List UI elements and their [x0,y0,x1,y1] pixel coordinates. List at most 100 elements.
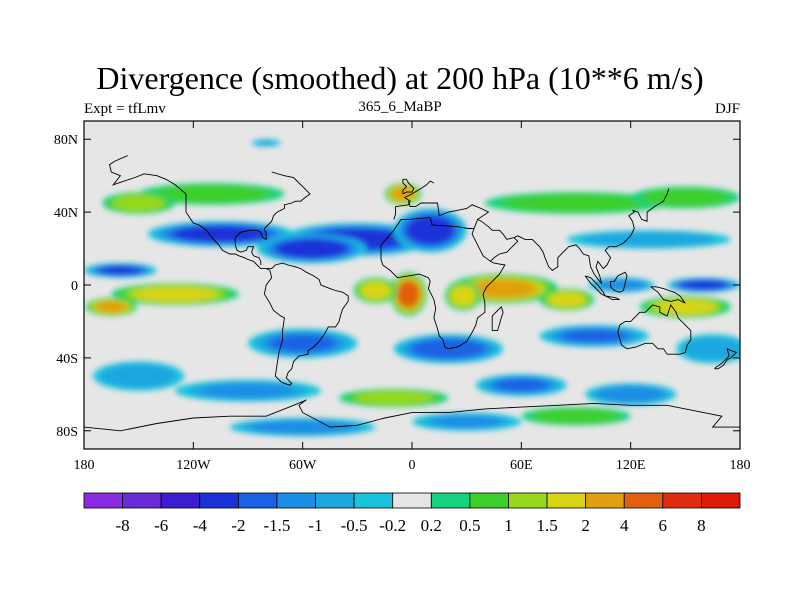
field-contour [602,280,641,290]
coastline [650,286,686,304]
colorbar-label: -0.2 [379,516,406,535]
x-tick-label: 120W [176,458,211,473]
colorbar-label: 2 [581,516,590,535]
field-contour [201,383,295,398]
chart-title: Divergence (smoothed) at 200 hPa (10**6 … [96,60,704,96]
coastline [714,347,738,370]
field-contour [363,283,388,298]
colorbar-swatch [276,492,316,509]
coastline [604,295,620,301]
coastline [108,155,267,270]
field-contour [97,302,126,312]
field-contour [410,218,450,243]
colorbar-swatch [353,492,394,509]
colorbar-label: 6 [659,516,668,535]
colorbar-swatch [701,492,741,509]
field-contour [494,378,549,392]
y-tick-label: 40N [54,206,78,221]
axis-ticks: 180 120W 60W 0 60E 120E 180 80N 40N 0 40S 80S [54,121,751,473]
y-tick-label: 0 [71,279,78,294]
colorbar-label: -4 [193,516,208,535]
coastline [234,237,262,265]
field-contour [255,140,277,146]
field-contour [165,187,258,201]
field-contour [117,196,161,210]
colorbar-label: 8 [697,516,706,535]
colorbar-label: -1.5 [263,516,290,535]
colorbar-swatch [662,492,702,509]
field-contour [603,387,658,401]
field-contour [562,329,627,343]
colorbar-swatch [315,492,355,509]
y-tick-label: 80N [54,133,78,148]
colorbar-swatch [585,492,625,509]
x-tick-label: 120E [616,458,646,473]
coastline [617,304,692,355]
x-tick-label: 60W [289,458,317,473]
x-tick-label: 0 [409,458,416,473]
field-contour [597,233,701,246]
coastline [491,306,504,332]
colorbar-swatch [392,492,432,509]
field-contour [361,392,426,404]
field-contour [541,410,611,423]
colorbar-label: -1 [308,516,322,535]
colorbar-label: 0.5 [459,516,480,535]
coastlines [84,155,740,432]
coastline [393,180,435,220]
y-tick-label: 80S [56,425,78,440]
colorbar-label: 1 [504,516,513,535]
x-tick-label: 180 [74,458,95,473]
coastline [477,218,519,262]
coastline [263,262,349,386]
y-tick-label: 40S [56,352,78,367]
field-contour [100,266,141,275]
x-tick-label: 60E [510,458,533,473]
coastline [380,201,506,350]
colorbar-swatch [160,492,201,509]
field-contour [473,280,533,297]
field-contour [398,282,418,306]
colorbar-swatch [237,492,278,509]
divergence-field [84,139,740,437]
colorbar-label: -2 [231,516,245,535]
field-contour [282,240,342,257]
field-contour [518,196,634,210]
field-contour [659,300,711,313]
field-contour [551,293,583,306]
field-contour [683,281,724,289]
field-contour [650,190,720,205]
colorbar-swatch [430,492,471,509]
colorbar-label: 0.2 [421,516,442,535]
field-contour [270,334,335,352]
colorbar-label: -0.5 [341,516,368,535]
field-contour [452,287,474,305]
field-contour [432,415,502,428]
colorbar-swatch [469,492,509,509]
coastline [610,271,628,293]
experiment-label: Expt = tfLmv [84,101,166,117]
colorbar-swatch [199,492,239,509]
colorbar-swatch [508,492,548,509]
colorbar-swatch [546,492,587,509]
coastline [513,188,670,285]
colorbar: -8 -6 -4 -2 -1.5 -1 -0.5 -0.2 0.2 0.5 1 1.5 2 4 6 8 [83,492,741,535]
x-tick-label: 180 [730,458,751,473]
colorbar-label: 1.5 [536,516,557,535]
field-contour [139,288,211,301]
field-contour [689,339,736,358]
colorbar-swatch [122,492,162,509]
colorbar-swatch [623,492,664,509]
coastline [234,171,311,241]
coastline [402,178,415,195]
colorbar-label: -6 [154,516,168,535]
colorbar-label: 4 [620,516,629,535]
period-label: 365_6_MaBP [358,99,442,115]
coastline [84,399,740,432]
field-contour [109,366,168,386]
field-contour [181,227,261,241]
season-label: DJF [714,101,740,117]
colorbar-swatch [83,492,123,509]
colorbar-label: -8 [116,516,130,535]
